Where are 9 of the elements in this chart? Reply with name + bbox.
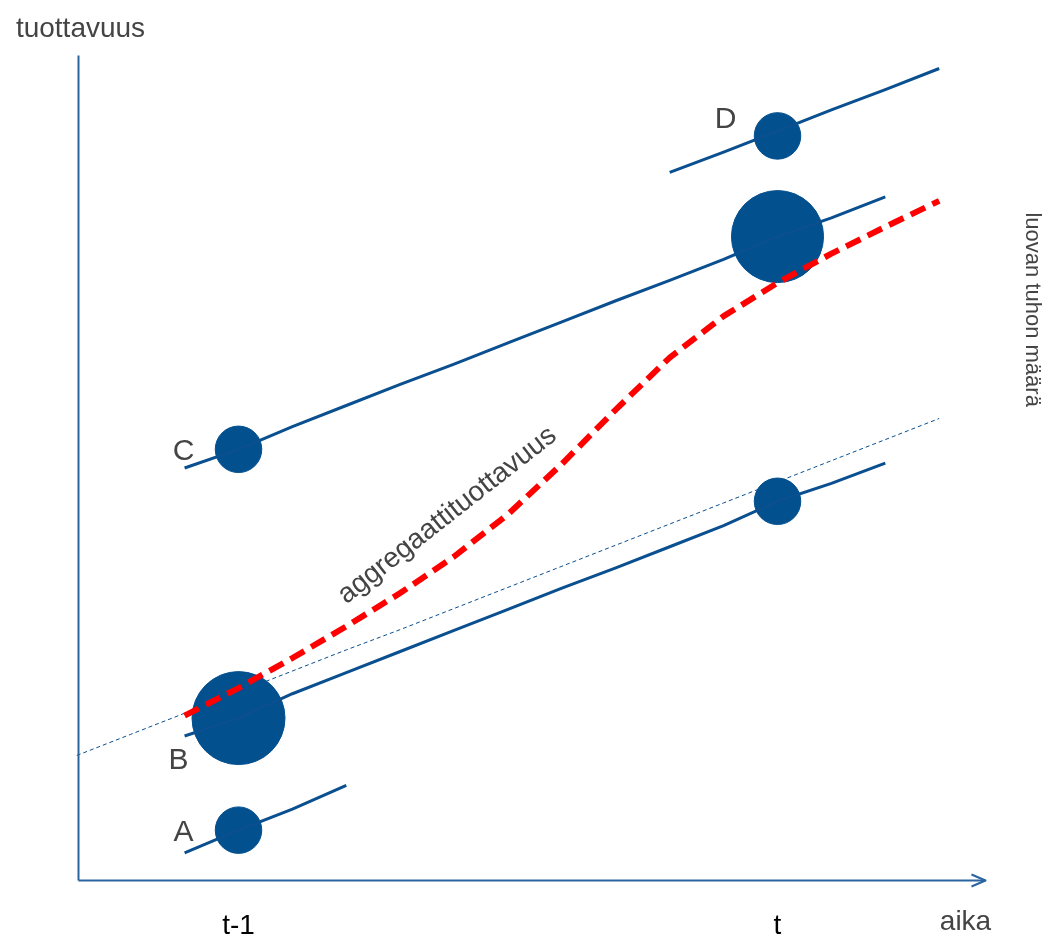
x-tick-label: t-1 <box>222 908 255 940</box>
annotation: B <box>168 741 189 775</box>
x-axis-title: aika <box>939 904 992 936</box>
annotation: C <box>172 432 195 466</box>
annotation: A <box>173 813 194 847</box>
x-tick-label: t <box>773 908 782 940</box>
y-axis-title: tuottavuus <box>15 11 146 43</box>
annotation: D <box>714 101 737 135</box>
text: luovan tuhon määrä <box>1021 212 1046 408</box>
